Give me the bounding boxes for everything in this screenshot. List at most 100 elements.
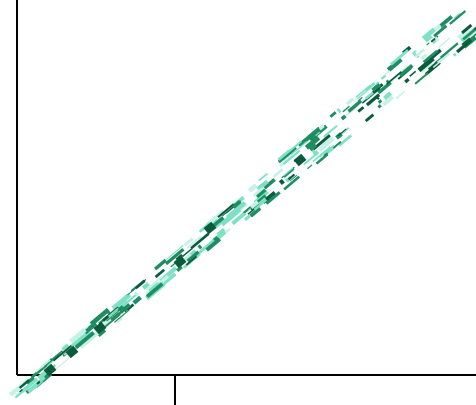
glitch-fragment xyxy=(54,357,70,371)
glitch-fragment xyxy=(277,149,292,163)
glitch-fragment xyxy=(338,134,353,147)
glitch-fragment xyxy=(278,147,297,164)
glitch-fragment xyxy=(272,168,284,178)
glitch-fragment xyxy=(352,89,367,102)
glitch-fragment xyxy=(114,309,130,323)
glitch-fragment xyxy=(383,91,393,100)
glitch-fragment xyxy=(189,249,197,257)
glitch-fragment xyxy=(364,113,375,123)
glitch-fragment xyxy=(197,244,203,250)
glitch-fragment xyxy=(205,209,224,227)
glitch-fragment xyxy=(461,23,473,35)
glitch-block xyxy=(43,363,57,377)
glitch-fragment xyxy=(181,247,193,258)
glitch-fragment xyxy=(420,53,428,60)
glitch-fragment xyxy=(116,316,124,323)
glitch-fragment xyxy=(323,124,338,138)
glitch-fragment xyxy=(232,199,242,210)
glitch-fragment xyxy=(74,331,95,350)
glitch-fragment xyxy=(426,42,430,46)
glitch-fragment xyxy=(340,114,347,121)
glitch-fragment xyxy=(386,71,402,85)
glitch-fragment xyxy=(387,57,403,72)
glitch-fragment xyxy=(107,307,119,318)
glitch-fragment xyxy=(424,35,433,43)
glitch-fragment xyxy=(398,63,414,78)
glitch-fragment xyxy=(134,291,140,297)
glitch-fragment xyxy=(103,312,121,328)
glitch-fragment xyxy=(69,330,91,349)
glitch-block xyxy=(293,153,307,167)
glitch-fragment xyxy=(434,36,440,42)
glitch-fragment xyxy=(303,152,319,166)
glitch-fragment xyxy=(247,183,258,193)
glitch-fragment xyxy=(430,48,442,59)
glitch-fragment xyxy=(130,286,137,292)
glitch-fragment xyxy=(411,49,417,55)
glitch-fragment xyxy=(315,153,329,165)
glitch-fragment xyxy=(438,15,453,28)
glitch-fragment xyxy=(255,188,267,199)
glitch-fragment xyxy=(371,82,382,93)
glitch-fragment xyxy=(183,252,193,262)
glitch-fragment xyxy=(329,111,337,118)
glitch-fragment xyxy=(456,38,473,54)
glitch-fragment xyxy=(111,294,129,309)
glitch-block xyxy=(93,321,107,335)
glitch-fragment xyxy=(427,61,438,71)
glitch-fragment xyxy=(52,345,72,362)
glitch-fragment xyxy=(25,376,36,386)
glitch-fragment xyxy=(19,388,24,394)
glitch-fragment xyxy=(421,27,436,41)
glitch-fragment xyxy=(377,99,383,104)
glitch-fragment xyxy=(154,258,167,271)
glitch-fragment xyxy=(222,203,237,217)
glitch-fragment xyxy=(417,56,435,73)
glitch-fragment xyxy=(364,91,374,100)
glitch-fragment xyxy=(414,72,429,85)
glitch-fragment xyxy=(148,282,160,293)
glitch-fragment xyxy=(183,237,194,247)
glitch-fragment xyxy=(106,306,125,322)
glitch-fragment xyxy=(433,24,448,38)
glitch-fragment xyxy=(231,211,247,226)
glitch-fragment xyxy=(216,227,226,237)
glitch-fragment xyxy=(185,255,198,266)
glitch-fragment xyxy=(145,282,164,298)
glitch-fragment xyxy=(452,52,457,57)
glitch-fragment xyxy=(83,321,98,335)
glitch-fragment xyxy=(205,237,222,252)
glitch-fragment xyxy=(145,275,164,291)
glitch-fragment xyxy=(283,167,294,177)
glitch-fragment xyxy=(413,52,418,57)
glitch-fragment xyxy=(225,201,247,220)
glitch-fragment xyxy=(289,174,298,182)
glitch-fragment xyxy=(304,135,321,150)
glitch-fragment xyxy=(307,164,313,170)
glitch-fragment xyxy=(265,191,281,205)
glitch-fragment xyxy=(256,179,269,191)
glitch-fragment xyxy=(290,141,308,156)
glitch-fragment xyxy=(186,235,202,249)
glitch-fragment xyxy=(119,303,131,314)
glitch-fragment xyxy=(336,108,342,114)
glitch-fragment xyxy=(318,124,325,131)
glitch-fragment xyxy=(357,96,363,102)
glitch-block xyxy=(203,221,217,235)
glitch-fragment xyxy=(345,97,355,106)
glitch-fragment xyxy=(132,295,142,305)
glitch-fragment xyxy=(287,173,296,181)
glitch-fragment xyxy=(217,203,235,218)
glitch-fragment xyxy=(164,247,185,266)
glitch-fragment xyxy=(154,268,166,279)
glitch-fragment xyxy=(69,327,87,344)
glitch-fragment xyxy=(461,37,471,46)
glitch-fragment xyxy=(297,129,318,148)
glitch-fragment xyxy=(395,90,406,100)
glitch-fragment xyxy=(176,265,183,272)
glitch-fragment xyxy=(375,95,380,100)
glitch-block xyxy=(173,255,187,269)
glitch-fragment xyxy=(375,81,380,86)
